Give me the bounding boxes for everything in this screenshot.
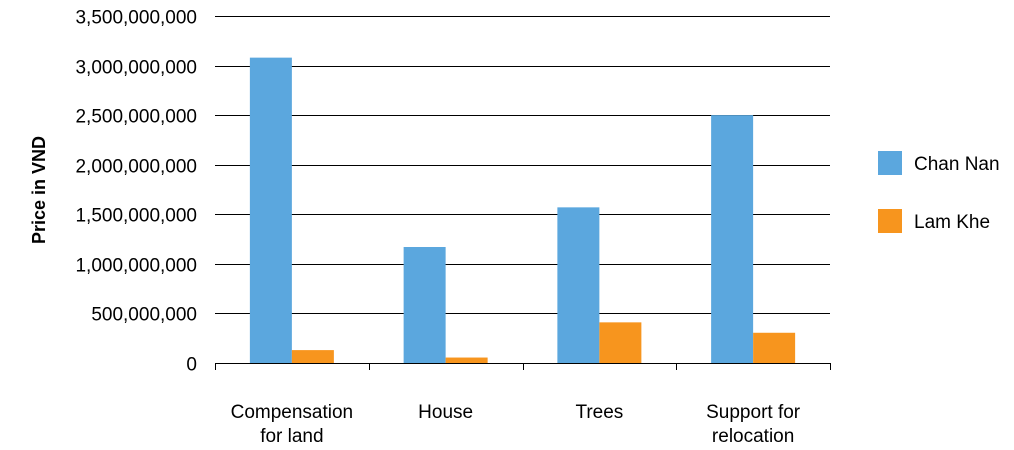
legend-label: Lam Khe <box>914 212 990 233</box>
y-tick-label: 1,000,000,000 <box>75 256 197 277</box>
legend-swatch <box>878 209 902 233</box>
legend: Chan Nan Lam Khe <box>878 151 1000 233</box>
bar-lam-khe <box>445 357 488 363</box>
bar-chan-nan <box>711 115 754 364</box>
y-tick-label: 500,000,000 <box>91 305 197 326</box>
y-tick-label: 3,500,000,000 <box>75 8 197 29</box>
category-label: House <box>418 402 473 423</box>
bar-lam-khe <box>753 332 796 363</box>
axes <box>215 363 831 370</box>
y-tick-label: 2,000,000,000 <box>75 157 197 178</box>
bar-chan-nan <box>557 207 600 363</box>
bar-chan-nan <box>249 57 292 363</box>
legend-label: Chan Nan <box>914 154 1000 175</box>
y-axis-title: Price in VND <box>29 136 49 244</box>
category-label: Support for relocation <box>706 402 801 447</box>
y-tick-label: 3,000,000,000 <box>75 58 197 79</box>
legend-swatch <box>878 151 902 175</box>
category-label: Compensation for land <box>231 402 354 447</box>
y-tick-label: 2,500,000,000 <box>75 107 197 128</box>
y-tick-labels: 0 500,000,000 1,000,000,000 1,500,000,000 2,… <box>75 8 197 376</box>
bar-chan-nan <box>403 247 446 363</box>
category-labels: Compensation for land House Trees Support fo… <box>231 402 801 447</box>
bar-lam-khe <box>291 350 334 363</box>
category-label: Trees <box>575 402 623 423</box>
bar-lam-khe <box>599 322 642 363</box>
gridlines <box>215 16 830 314</box>
bars <box>249 57 796 364</box>
y-tick-label: 1,500,000,000 <box>75 206 197 227</box>
y-tick-label: 0 <box>186 355 197 376</box>
